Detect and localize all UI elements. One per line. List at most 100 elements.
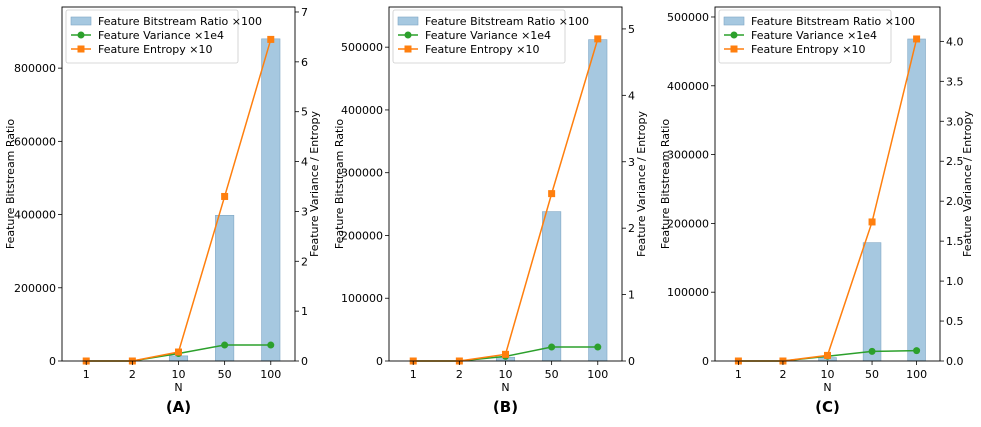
panel-label: (C) bbox=[815, 398, 840, 416]
y-right-axis-label: Feature Variance / Entropy bbox=[308, 111, 321, 258]
y-right-tick-label: 6 bbox=[301, 56, 308, 69]
y-right-tick-label: 4 bbox=[628, 89, 635, 102]
x-tick-label: 1 bbox=[735, 368, 742, 381]
entropy-point-100 bbox=[267, 35, 275, 43]
x-tick-label: 50 bbox=[218, 368, 232, 381]
y-right-tick-label: 1 bbox=[301, 305, 308, 318]
x-tick-label: 2 bbox=[129, 368, 136, 381]
y-left-tick-label: 100000 bbox=[667, 286, 709, 299]
x-tick-label: 50 bbox=[865, 368, 879, 381]
x-tick-label: 100 bbox=[587, 368, 608, 381]
legend-box bbox=[65, 9, 239, 64]
x-tick-label: 100 bbox=[260, 368, 281, 381]
legend-box bbox=[392, 9, 566, 64]
x-tick-label: 50 bbox=[545, 368, 559, 381]
bar-50 bbox=[862, 242, 882, 362]
x-tick-label: 10 bbox=[821, 368, 835, 381]
y-left-tick-label: 300000 bbox=[341, 167, 383, 180]
y-right-tick-label: 0 bbox=[301, 355, 308, 368]
legend-label: Feature Entropy ×10 bbox=[425, 43, 540, 56]
y-right-tick-label: 0 bbox=[628, 355, 635, 368]
y-right-axis-label: Feature Variance / Entropy bbox=[635, 111, 648, 258]
y-left-tick-label: 200000 bbox=[667, 217, 709, 230]
entropy-point-10 bbox=[824, 351, 831, 359]
y-right-tick-label: 0.0 bbox=[946, 355, 964, 368]
y-right-tick-label: 1 bbox=[628, 289, 635, 302]
y-right-tick-label: 7 bbox=[301, 6, 308, 19]
y-left-tick-label: 0 bbox=[702, 355, 709, 368]
y-right-tick-label: 3.5 bbox=[946, 75, 964, 88]
y-right-tick-label: 4 bbox=[301, 156, 308, 169]
x-tick-label: 2 bbox=[456, 368, 463, 381]
legend-label: Feature Bitstream Ratio ×100 bbox=[751, 15, 915, 28]
y-right-tick-label: 1.5 bbox=[946, 235, 964, 248]
legend-label: Feature Entropy ×10 bbox=[98, 43, 213, 56]
y-left-tick-label: 800000 bbox=[14, 62, 56, 75]
legend-label: Feature Entropy ×10 bbox=[751, 43, 866, 56]
y-left-tick-label: 200000 bbox=[14, 282, 56, 295]
panel-label: (A) bbox=[166, 398, 191, 416]
y-right-tick-label: 5 bbox=[301, 106, 308, 119]
entropy-point-10 bbox=[175, 348, 182, 356]
y-right-tick-label: 0.5 bbox=[946, 315, 964, 328]
legend-marker-circle bbox=[404, 31, 412, 39]
entropy-point-100 bbox=[913, 35, 921, 43]
entropy-point-50 bbox=[221, 192, 229, 200]
entropy-point-50 bbox=[868, 218, 876, 226]
y-left-tick-label: 100000 bbox=[341, 292, 383, 305]
y-left-tick-label: 500000 bbox=[667, 11, 709, 24]
entropy-line bbox=[738, 38, 918, 362]
legend-label: Feature Variance ×1e4 bbox=[751, 29, 877, 42]
y-right-tick-label: 5 bbox=[628, 23, 635, 36]
legend-marker-circle bbox=[77, 31, 85, 39]
y-left-tick-label: 400000 bbox=[341, 104, 383, 117]
legend-label: Feature Bitstream Ratio ×100 bbox=[98, 15, 262, 28]
legend-marker-square bbox=[77, 45, 85, 53]
legend-marker-square bbox=[730, 45, 738, 53]
bar-50 bbox=[215, 214, 235, 362]
y-left-axis-label: Feature Bitstream Ratio bbox=[4, 119, 17, 250]
legend-marker-circle bbox=[730, 31, 738, 39]
x-axis-label: N bbox=[823, 381, 831, 394]
variance-point-50 bbox=[221, 341, 229, 349]
entropy-point-100 bbox=[594, 35, 602, 43]
bar-100 bbox=[907, 38, 926, 362]
y-right-tick-label: 1.0 bbox=[946, 275, 964, 288]
y-left-tick-label: 600000 bbox=[14, 135, 56, 148]
panel-a: 1 2 10 50 100 N 0 200000 400000 600000 800000 0 1 2 3 4… bbox=[4, 6, 321, 416]
y-right-tick-label: 2.0 bbox=[946, 195, 964, 208]
y-left-axis-label: Feature Bitstream Ratio bbox=[659, 119, 672, 250]
x-axis-label: N bbox=[174, 381, 182, 394]
y-right-axis-label: Feature Variance / Entropy bbox=[961, 111, 974, 258]
x-tick-label: 10 bbox=[172, 368, 186, 381]
entropy-point-10 bbox=[502, 350, 509, 358]
panel-b: 1 2 10 50 100N010000020000030000040000050000… bbox=[333, 6, 648, 416]
y-left-tick-label: 400000 bbox=[14, 209, 56, 222]
legend-box bbox=[718, 9, 892, 64]
y-left-tick-label: 400000 bbox=[667, 80, 709, 93]
legend-label: Feature Variance ×1e4 bbox=[425, 29, 551, 42]
variance-point-50 bbox=[548, 343, 556, 351]
panel-label: (B) bbox=[493, 398, 518, 416]
legend-label: Feature Variance ×1e4 bbox=[98, 29, 224, 42]
y-right-tick-label: 2.5 bbox=[946, 155, 964, 168]
y-right-tick-label: 3 bbox=[628, 156, 635, 169]
entropy-point-50 bbox=[548, 190, 556, 198]
variance-point-100 bbox=[594, 343, 602, 351]
variance-point-100 bbox=[267, 341, 275, 349]
entropy-line bbox=[86, 39, 272, 362]
x-tick-label: 10 bbox=[499, 368, 513, 381]
x-tick-label: 2 bbox=[779, 368, 786, 381]
legend-swatch-bar bbox=[70, 16, 92, 26]
legend-swatch-bar bbox=[397, 16, 419, 26]
y-left-tick-label: 0 bbox=[49, 355, 56, 368]
y-left-tick-label: 0 bbox=[376, 355, 383, 368]
x-tick-label: 100 bbox=[906, 368, 927, 381]
y-left-tick-label: 200000 bbox=[341, 229, 383, 242]
legend-label: Feature Bitstream Ratio ×100 bbox=[425, 15, 589, 28]
y-left-tick-label: 500000 bbox=[341, 41, 383, 54]
